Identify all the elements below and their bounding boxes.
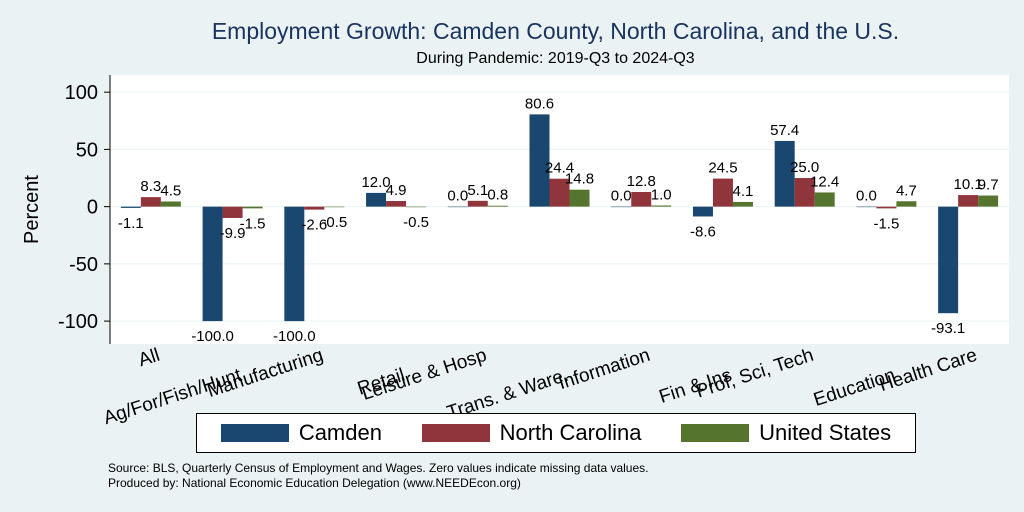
chart-title: Employment Growth: Camden County, North …	[211, 18, 900, 44]
data-label: 80.6	[525, 95, 554, 112]
data-label: 10.1	[954, 176, 983, 193]
bar-north-carolina-trans-ware	[549, 178, 570, 207]
legend-label-camden: Camden	[298, 420, 382, 445]
data-label: -100.0	[191, 328, 234, 345]
legend-item-camden: Camden	[220, 420, 382, 446]
data-label: -8.6	[690, 223, 716, 240]
bar-united-states-education	[896, 201, 917, 207]
y-tick-label: -100	[58, 311, 98, 333]
legend-swatch-united-states	[681, 424, 750, 442]
y-tick-label: -50	[69, 254, 98, 276]
x-tick-label: All	[136, 345, 163, 372]
legend-item-north-carolina: North Carolina	[421, 420, 642, 446]
legend-label-north-carolina: North Carolina	[499, 420, 642, 445]
data-label: -9.9	[220, 225, 246, 242]
bar-north-carolina-ag-for-fish-hunt	[222, 206, 243, 218]
data-label: 8.3	[140, 178, 161, 195]
bar-united-states-all	[160, 201, 181, 207]
data-label: 0.0	[447, 188, 468, 205]
data-label: -100.0	[273, 328, 316, 345]
bar-camden-retail	[366, 192, 387, 207]
data-label: 12.4	[810, 173, 839, 190]
data-label: 4.5	[160, 182, 181, 199]
data-label: 4.1	[733, 183, 754, 200]
legend-swatch-north-carolina	[421, 424, 490, 442]
plot-background	[110, 75, 1009, 344]
bar-north-carolina-education	[876, 206, 897, 209]
data-label: 57.4	[770, 122, 799, 139]
data-label: 24.4	[545, 160, 574, 177]
bar-north-carolina-manufacturing	[304, 206, 325, 210]
bar-north-carolina-fin-ins	[712, 178, 733, 207]
data-label: 4.7	[896, 182, 917, 199]
bar-united-states-health-care	[978, 195, 999, 207]
y-tick-label: 100	[65, 82, 98, 104]
bar-north-carolina-retail	[386, 201, 407, 207]
y-tick-label: 0	[87, 197, 98, 219]
bar-camden-fin-ins	[692, 206, 713, 217]
data-label: 24.5	[708, 160, 737, 177]
bar-north-carolina-all	[140, 197, 161, 207]
bar-united-states-retail	[406, 206, 427, 208]
data-label: -0.5	[403, 214, 429, 231]
bar-camden-ag-for-fish-hunt	[202, 206, 223, 322]
bar-north-carolina-health-care	[958, 195, 979, 207]
bar-north-carolina-prof-sci-tech	[794, 178, 815, 207]
bar-north-carolina-information	[631, 191, 652, 207]
data-label: 25.0	[790, 159, 819, 176]
bar-united-states-trans-ware	[569, 189, 590, 207]
data-label: 12.0	[361, 174, 390, 191]
x-tick-label: Information	[556, 345, 653, 394]
y-axis-title: Percent	[21, 175, 43, 244]
bar-camden-education	[856, 206, 877, 208]
chart-subtitle: During Pandemic: 2019-Q3 to 2024-Q3	[416, 50, 695, 67]
bar-camden-all	[120, 206, 141, 208]
data-label: -1.5	[240, 215, 266, 232]
bar-camden-trans-ware	[529, 114, 550, 207]
data-label: 12.8	[627, 173, 656, 190]
bar-camden-health-care	[938, 206, 959, 314]
bar-united-states-information	[651, 205, 672, 207]
data-label: 0.0	[611, 188, 632, 205]
bar-united-states-prof-sci-tech	[814, 192, 835, 207]
legend-item-united-states: United States	[681, 420, 891, 446]
data-label: -1.5	[873, 215, 899, 232]
bar-north-carolina-leisure-hosp	[467, 200, 488, 207]
data-label: -2.6	[301, 217, 327, 234]
legend-label-united-states: United States	[759, 420, 892, 445]
bar-united-states-leisure-hosp	[487, 205, 508, 207]
data-label: -0.5	[321, 214, 347, 231]
source-note: Source: BLS, Quarterly Census of Employm…	[108, 461, 649, 475]
legend-swatch-camden	[220, 424, 289, 442]
bar-united-states-manufacturing	[324, 206, 345, 208]
bar-united-states-fin-ins	[732, 201, 753, 207]
bar-camden-information	[611, 206, 632, 208]
bar-camden-manufacturing	[284, 206, 305, 322]
data-label: 0.8	[487, 187, 508, 204]
data-label: 1.0	[651, 186, 672, 203]
bar-camden-prof-sci-tech	[774, 140, 795, 207]
producer-note: Produced by: National Economic Education…	[108, 476, 521, 490]
data-label: 5.1	[467, 182, 488, 199]
data-label: -93.1	[931, 320, 965, 337]
data-label: 9.7	[978, 177, 999, 194]
legend: Camden North Carolina United States	[196, 413, 916, 453]
bar-camden-leisure-hosp	[447, 206, 468, 208]
y-tick-label: 50	[76, 139, 98, 161]
data-label: 14.8	[565, 171, 594, 188]
data-label: 4.9	[386, 182, 407, 199]
data-label: -1.1	[118, 215, 144, 232]
x-tick-label: Health Care	[877, 345, 980, 396]
data-label: 0.0	[856, 188, 877, 205]
bar-united-states-ag-for-fish-hunt	[242, 206, 263, 209]
